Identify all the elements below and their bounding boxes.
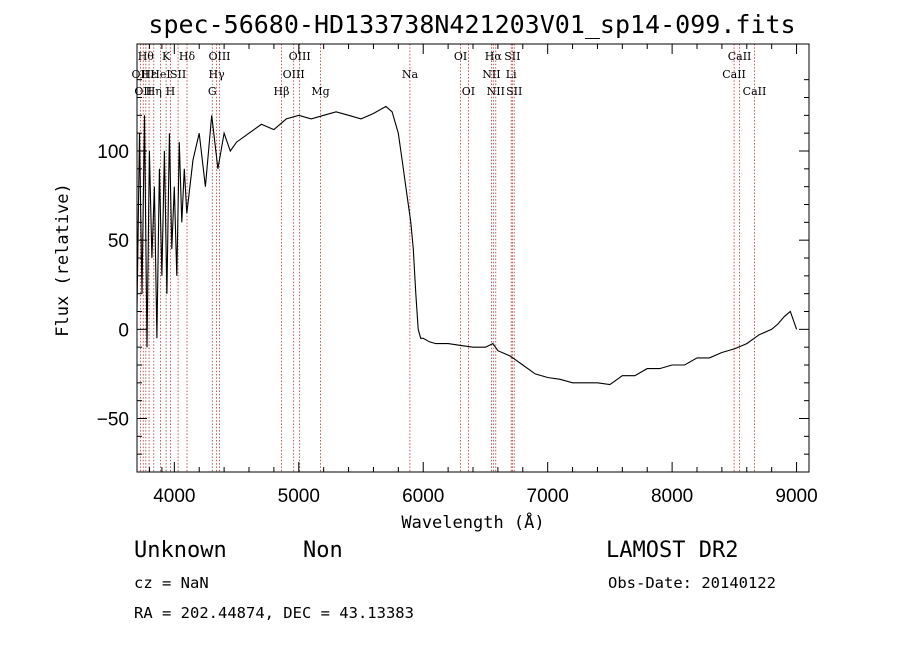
survey-name: LAMOST DR2: [606, 538, 739, 563]
x-tick-label: 7000: [527, 486, 569, 507]
spectral-line-label: OI: [462, 85, 475, 98]
spectral-line-label: Na: [402, 68, 419, 81]
spectral-line-label: Hα: [485, 50, 503, 63]
x-axis-label: Wavelength (Å): [401, 511, 544, 533]
plot-frame: [136, 43, 810, 473]
spectral-line-markers: [139, 44, 755, 472]
spectral-line-label: Hδ: [179, 50, 196, 63]
spectral-line-label: CaII: [743, 85, 767, 98]
x-tick-label: 8000: [651, 486, 693, 507]
spectral-line-label: OIII: [289, 50, 311, 63]
spectral-line-label: SII: [506, 85, 522, 98]
observation-date: Obs-Date: 20140122: [608, 574, 776, 592]
spectral-line-label: CaII: [728, 50, 752, 63]
x-tick-label: 6000: [402, 486, 444, 507]
spectrum-line: [136, 105, 798, 386]
spectral-line-label: CaII: [722, 68, 746, 81]
y-tick-label: 100: [97, 142, 129, 163]
chart-title: spec-56680-HD133738N421203V01_sp14-099.f…: [148, 10, 795, 39]
x-tick-label: 9000: [775, 486, 817, 507]
spectral-line-label: Mg: [311, 85, 329, 98]
spectral-line-label: NII: [487, 85, 505, 98]
spectral-line-label: K: [162, 50, 171, 63]
spectral-line-label: SII: [170, 68, 186, 81]
y-tick-label: −50: [97, 410, 129, 431]
spectral-line-label: Hη: [146, 85, 162, 98]
spectral-line-label: SII: [504, 50, 520, 63]
y-tick-label: 50: [108, 231, 129, 252]
spectral-line-label: Hγ: [209, 68, 226, 81]
redshift-value: cz = NaN: [134, 574, 209, 592]
spectral-line-label: OIII: [208, 50, 230, 63]
spectral-line-label: G: [208, 85, 217, 98]
spectral-line-label: OI: [454, 50, 467, 63]
x-tick-label: 4000: [153, 486, 195, 507]
spectral-line-label: Hθ: [138, 50, 155, 63]
spectral-line-label: OII: [132, 68, 150, 81]
y-axis-label: Flux (relative): [53, 183, 73, 337]
spectral-line-label: Hβ: [274, 85, 290, 98]
object-subclass: Non: [303, 538, 343, 563]
x-axis-ticks: 4000 5000 6000 7000 8000 9000: [148, 44, 818, 507]
spectral-line-label: Hε: [141, 68, 157, 81]
spectral-line-label: HeI: [150, 68, 170, 81]
spectral-line-labels: OII OII Hθ Hε Hη HeI K H SII Hδ G Hγ OIII Hβ OIII OIII M…: [132, 50, 767, 98]
y-tick-label: 0: [118, 320, 129, 341]
spectral-line-label: H: [166, 85, 176, 98]
spectral-line-label: OIII: [283, 68, 305, 81]
object-class: Unknown: [134, 538, 227, 563]
coordinates: RA = 202.44874, DEC = 43.13383: [134, 604, 414, 622]
spectral-line-label: Li: [506, 68, 517, 81]
y-axis-ticks: −50 0 50 100: [97, 43, 809, 473]
x-tick-label: 5000: [278, 486, 320, 507]
spectral-line-label: NII: [482, 68, 500, 81]
spectral-line-label: OII: [134, 85, 152, 98]
